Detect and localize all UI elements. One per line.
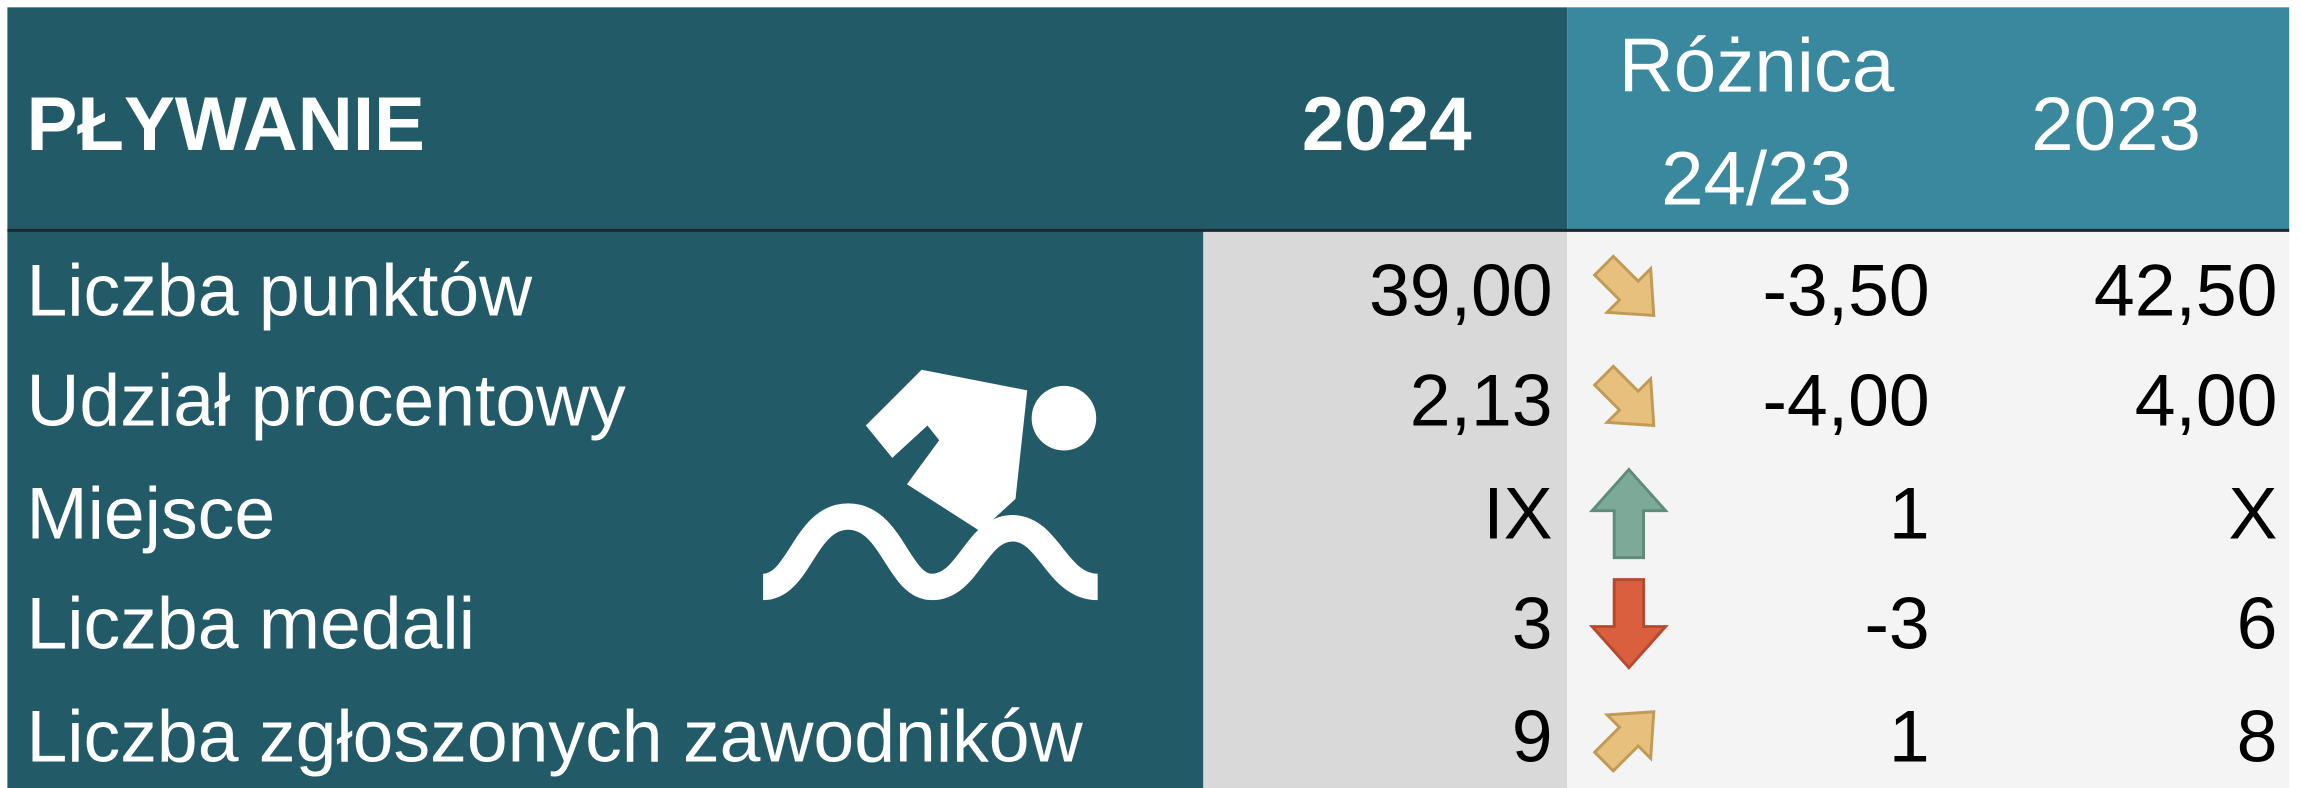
arrow-down xyxy=(1588,578,1669,670)
row-label: Miejsce xyxy=(26,473,275,555)
header-light xyxy=(1567,7,2290,231)
arrow-up-right xyxy=(1592,710,1656,773)
col-header: 2024 xyxy=(1302,82,1472,167)
row-label: Udział procentowy xyxy=(26,360,626,442)
value-previous: 6 xyxy=(2237,583,2278,665)
value-current: 3 xyxy=(1512,583,1553,665)
value-current: 9 xyxy=(1512,696,1553,778)
value-difference: -3 xyxy=(1864,583,1929,665)
value-difference: -4,00 xyxy=(1762,360,1929,442)
value-previous: 8 xyxy=(2237,696,2278,778)
value-difference: -3,50 xyxy=(1762,250,1929,332)
row-label: Liczba medali xyxy=(26,583,475,665)
value-previous: 4,00 xyxy=(2135,360,2278,442)
row-label: Liczba punktów xyxy=(26,250,533,332)
trend-arrows xyxy=(1588,254,1669,773)
value-current: 2,13 xyxy=(1410,360,1553,442)
title: PŁYWANIE xyxy=(26,82,424,167)
header-dark xyxy=(7,7,1568,231)
current-column xyxy=(1203,230,1568,788)
arrow-down-right xyxy=(1592,254,1656,318)
col-header: 24/23 xyxy=(1661,137,1852,222)
other-columns xyxy=(1567,230,2290,788)
arrow-up xyxy=(1588,467,1669,560)
value-difference: 1 xyxy=(1889,696,1930,778)
value-current: IX xyxy=(1483,473,1552,555)
value-previous: 42,50 xyxy=(2094,250,2278,332)
col-header: 2023 xyxy=(2031,82,2201,167)
swimmer-icon xyxy=(761,369,1100,601)
value-difference: 1 xyxy=(1889,473,1930,555)
row-label: Liczba zgłoszonych zawodników xyxy=(26,696,1083,778)
arrow-down-right xyxy=(1592,364,1656,428)
value-current: 39,00 xyxy=(1369,250,1553,332)
col-header: Różnica xyxy=(1619,24,1895,109)
value-previous: X xyxy=(2229,473,2278,555)
